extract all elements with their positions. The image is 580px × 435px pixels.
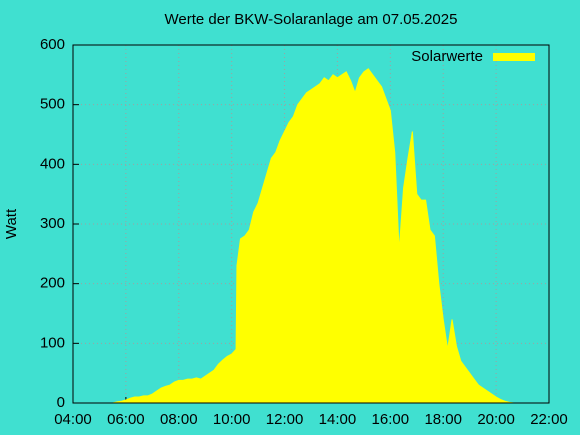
y-tick-label: 600 — [40, 36, 65, 53]
x-tick-label: 14:00 — [319, 411, 357, 428]
y-tick-label: 500 — [40, 96, 65, 113]
x-tick-label: 08:00 — [160, 411, 198, 428]
x-tick-label: 04:00 — [54, 411, 92, 428]
legend-swatch — [493, 53, 535, 61]
y-tick-label: 400 — [40, 155, 65, 172]
y-tick-label: 0 — [57, 394, 65, 411]
legend-label: Solarwerte — [411, 48, 483, 65]
x-tick-label: 06:00 — [107, 411, 145, 428]
x-tick-label: 12:00 — [266, 411, 304, 428]
x-tick-label: 18:00 — [424, 411, 462, 428]
y-tick-label: 300 — [40, 215, 65, 232]
y-tick-label: 200 — [40, 275, 65, 292]
area — [112, 68, 514, 404]
chart-title: Werte der BKW-Solaranlage am 07.05.2025 — [165, 11, 458, 28]
x-tick-label: 10:00 — [213, 411, 251, 428]
x-tick-label: 22:00 — [530, 411, 568, 428]
y-axis-label: Watt — [3, 208, 20, 239]
x-tick-label: 16:00 — [372, 411, 410, 428]
plot-border — [72, 44, 550, 404]
y-tick-label: 100 — [40, 334, 65, 351]
x-tick-label: 20:00 — [477, 411, 515, 428]
